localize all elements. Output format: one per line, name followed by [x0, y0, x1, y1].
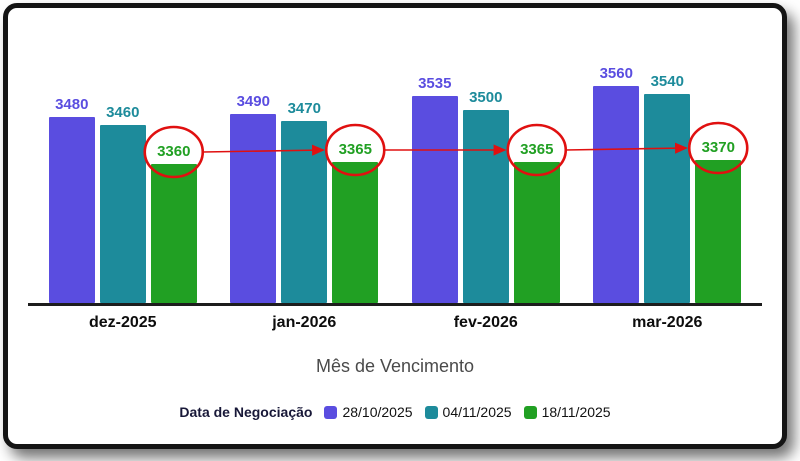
- category-label: mar-2026: [632, 314, 703, 331]
- bar-value-label: 3460: [106, 104, 140, 121]
- bar-value-label: 3490: [236, 93, 270, 110]
- bar-value-label: 3470: [287, 100, 321, 117]
- bar-group: 3535 3500 3365 fev-2026: [411, 75, 560, 331]
- bar-value-label: 3535: [418, 75, 452, 92]
- bar-with-label: 3460: [99, 104, 146, 303]
- highlighted-value-label: 3365: [520, 141, 554, 158]
- bar-group: 3480 3460 3360 dez-2025: [48, 96, 197, 331]
- bar-with-label: 3365: [332, 141, 379, 303]
- plot-wrapper: 3480 3460 3360 dez-2025 3490 3470 3365 jan-2026…: [28, 46, 762, 331]
- x-axis-title: Mês de Vencimento: [315, 356, 475, 376]
- bar[interactable]: [332, 162, 379, 303]
- bar[interactable]: [593, 86, 640, 303]
- bar-group: 3560 3540 3370 mar-2026: [593, 65, 742, 331]
- highlighted-value-label: 3365: [338, 141, 372, 158]
- bar[interactable]: [411, 96, 458, 303]
- bar-group: 3490 3470 3365 jan-2026: [230, 93, 379, 331]
- bar[interactable]: [513, 162, 560, 303]
- bar-with-label: 3500: [462, 89, 509, 303]
- legend-swatch-icon: [424, 405, 438, 419]
- category-label: fev-2026: [453, 314, 518, 331]
- highlighted-value-label: 3370: [701, 139, 735, 156]
- legend-item[interactable]: 28/10/2025: [324, 404, 413, 420]
- legend-item-label: 04/11/2025: [442, 404, 512, 420]
- bar[interactable]: [230, 114, 277, 303]
- bar[interactable]: [150, 164, 197, 303]
- bar-with-label: 3540: [644, 73, 691, 303]
- category-label: dez-2025: [88, 314, 157, 331]
- legend-item[interactable]: 04/11/2025: [424, 404, 512, 420]
- bar-value-label: 3560: [599, 65, 633, 82]
- legend-item[interactable]: 18/11/2025: [523, 404, 611, 420]
- legend-swatch-icon: [324, 405, 338, 419]
- legend: Data de Negociação 28/10/2025 04/11/2025 1…: [22, 404, 768, 420]
- chart-card: 3480 3460 3360 dez-2025 3490 3470 3365 jan-2026…: [3, 3, 787, 449]
- bar-chart: 3480 3460 3360 dez-2025 3490 3470 3365 jan-2026…: [28, 46, 762, 331]
- legend-item-label: 28/10/2025: [342, 404, 413, 420]
- bar-with-label: 3480: [48, 96, 95, 303]
- legend-title: Data de Negociação: [179, 404, 313, 420]
- legend-item-label: 18/11/2025: [541, 404, 611, 420]
- bar-with-label: 3365: [513, 141, 560, 303]
- bar[interactable]: [462, 110, 509, 303]
- bar-with-label: 3470: [281, 100, 328, 303]
- legend-items: 28/10/2025 04/11/2025 18/11/2025: [324, 404, 611, 420]
- bar-with-label: 3360: [150, 143, 197, 303]
- bar-value-label: 3480: [55, 96, 89, 113]
- bar-with-label: 3535: [411, 75, 458, 303]
- category-label: jan-2026: [272, 314, 337, 331]
- bar[interactable]: [48, 117, 95, 303]
- bar[interactable]: [644, 94, 691, 303]
- bar[interactable]: [99, 125, 146, 303]
- bar-with-label: 3370: [695, 139, 742, 303]
- bar-with-label: 3490: [230, 93, 277, 303]
- bar-value-label: 3500: [469, 89, 503, 106]
- bar[interactable]: [695, 160, 742, 303]
- legend-swatch-icon: [523, 405, 537, 419]
- bar[interactable]: [281, 121, 328, 303]
- bar-value-label: 3540: [650, 73, 684, 90]
- highlighted-value-label: 3360: [157, 143, 191, 160]
- bar-with-label: 3560: [593, 65, 640, 303]
